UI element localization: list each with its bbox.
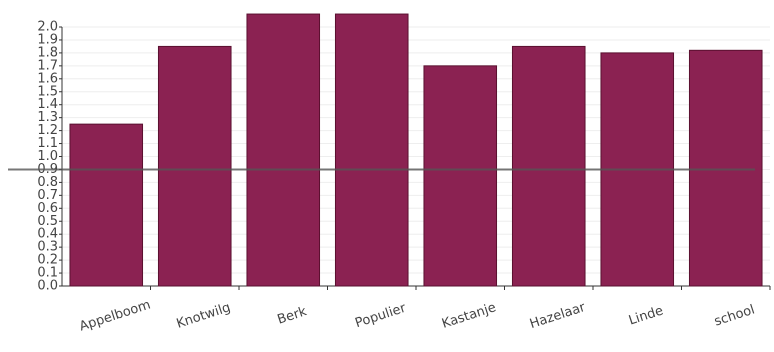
y-tick-label: 1.7: [37, 58, 58, 73]
bar: [511, 45, 586, 287]
bar: [334, 13, 409, 287]
y-tick-label: 1.2: [37, 123, 58, 138]
y-tick-label: 0.4: [37, 227, 58, 242]
y-tick-label: 1.4: [37, 97, 58, 112]
y-tick-label: 0.6: [37, 201, 58, 216]
bar: [69, 123, 144, 287]
bar: [246, 13, 321, 287]
y-tick-label: 1.8: [37, 45, 58, 60]
x-tick-label: Appelboom: [78, 297, 153, 334]
bar: [688, 49, 763, 287]
y-tick-label: 1.1: [37, 136, 58, 151]
y-tick-label: 0.8: [37, 175, 58, 190]
x-tick-label: Knotwilg: [175, 300, 233, 332]
bar: [157, 45, 232, 287]
y-tick-label: 1.6: [37, 71, 58, 86]
y-tick-label: 0.2: [37, 253, 58, 268]
x-tick-label: Berk: [276, 304, 309, 328]
y-tick-label: 0.3: [37, 240, 58, 255]
y-tick-label: 1.0: [37, 149, 58, 164]
x-tick-label: Kastanje: [440, 300, 498, 332]
x-tick-label: Hazelaar: [528, 300, 588, 332]
y-tick-label: 2.0: [37, 20, 58, 35]
y-tick-label: 0.1: [37, 266, 58, 281]
bar: [423, 65, 498, 287]
x-tick-label: Populier: [353, 301, 408, 332]
y-tick-label: 1.3: [37, 110, 58, 125]
y-tick-label: 0.7: [37, 188, 58, 203]
y-tick-label: 0.0: [37, 279, 58, 294]
y-tick-label: 0.5: [37, 214, 58, 229]
x-tick-label: school: [712, 302, 756, 329]
x-tick-label: Linde: [627, 303, 665, 328]
y-tick-label: 1.9: [37, 32, 58, 47]
y-tick-label: 1.5: [37, 84, 58, 99]
